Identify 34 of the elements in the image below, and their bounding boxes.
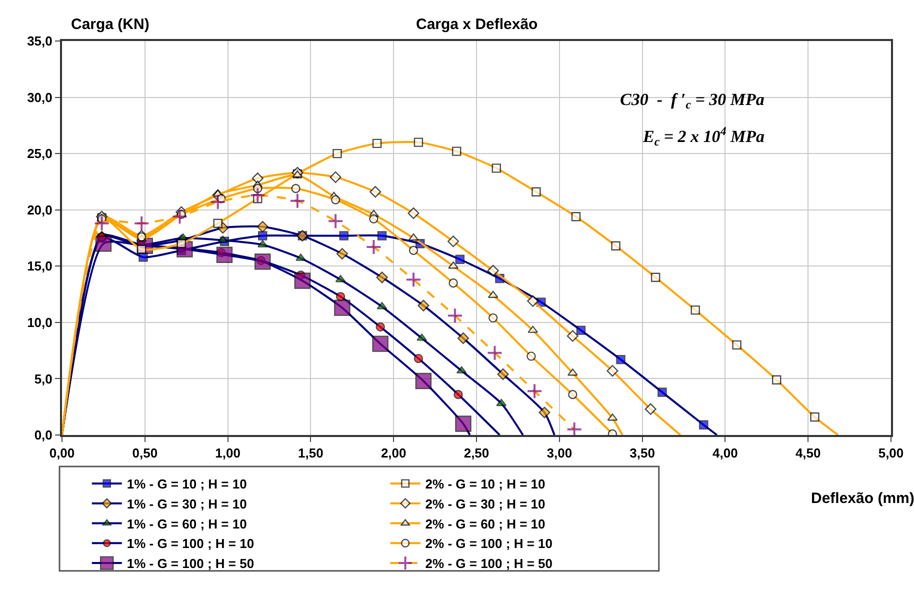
- y-tick-label: 10,0: [27, 314, 52, 330]
- x-tick-label: 4,00: [712, 446, 738, 461]
- y-axis-title: Carga (KN): [71, 16, 150, 33]
- x-tick-label: 5,00: [878, 446, 904, 461]
- y-tick-label: 25,0: [27, 146, 52, 162]
- x-tick-label: 3,00: [546, 446, 572, 461]
- y-tick-label: 0,0: [34, 428, 52, 443]
- y-tick-label: 35,0: [27, 34, 52, 49]
- x-tick-label: 3,50: [630, 446, 655, 461]
- x-tick-label: 1,50: [298, 446, 324, 461]
- legend-label: 1% - G = 10 ; H = 10: [126, 476, 247, 492]
- annotation: E$_{c}$ = 2 x 10$^{4}$ MPa: [642, 124, 766, 149]
- legend-label: 1% - G = 30 ; H = 10: [126, 496, 247, 512]
- legend-label: 2% - G = 30 ; H = 10: [425, 496, 546, 512]
- legend-label: 1% - G = 100 ; H = 50: [126, 556, 254, 572]
- legend-label: 1% - G = 60 ; H = 10: [126, 516, 247, 532]
- y-tick-label: 5,0: [34, 371, 52, 386]
- y-tick-label: 20,0: [27, 202, 52, 218]
- x-tick-label: 2,50: [464, 446, 490, 461]
- x-tick-label: 1,00: [215, 446, 240, 461]
- legend-label: 2% - G = 100 ; H = 50: [425, 556, 552, 572]
- legend-label: 1% - G = 100 ; H = 10: [126, 536, 254, 552]
- chart-title: Carga x Deflexão: [416, 16, 538, 33]
- x-axis-title: Deflexão (mm): [811, 490, 914, 507]
- legend-label: 2% - G = 10 ; H = 10: [425, 476, 546, 492]
- x-tick-label: 0,50: [132, 446, 158, 461]
- x-tick-label: 4,50: [795, 446, 821, 461]
- x-tick-label: 0,00: [49, 446, 75, 461]
- legend-label: 2% - G = 100 ; H = 10: [425, 536, 552, 552]
- annotation: C30 - f ′$_{c}$ = 30 MPa: [620, 90, 765, 112]
- y-tick-label: 30,0: [27, 90, 52, 105]
- legend-label: 2% - G = 60 ; H = 10: [425, 516, 546, 532]
- y-tick-label: 15,0: [27, 258, 52, 274]
- x-tick-label: 2,00: [380, 446, 406, 461]
